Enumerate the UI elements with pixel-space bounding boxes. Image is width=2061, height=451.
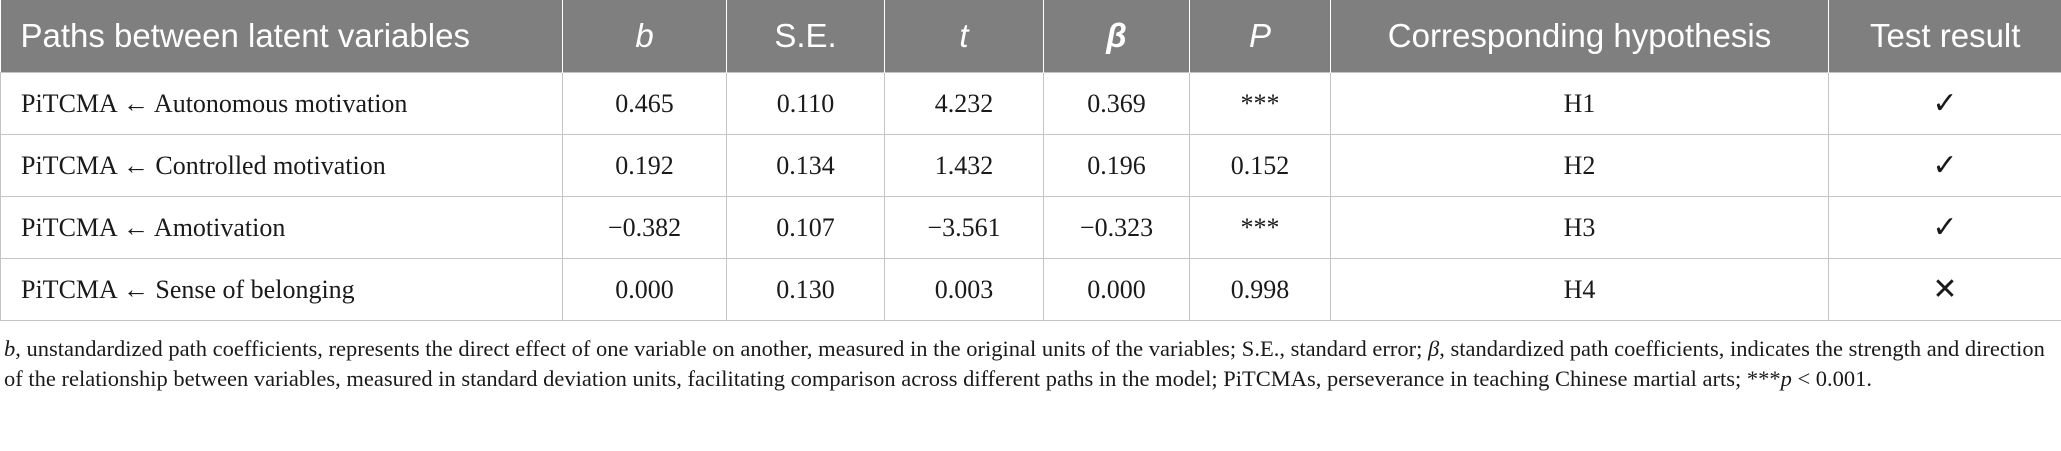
cell-p: 0.152 <box>1189 134 1331 197</box>
cell-se: 0.134 <box>726 134 885 197</box>
cell-b: 0.192 <box>562 134 727 197</box>
col-header-hypothesis: Corresponding hypothesis <box>1330 0 1829 73</box>
cell-t: 0.003 <box>884 258 1044 321</box>
cell-t: 1.432 <box>884 134 1044 197</box>
cell-path: PiTCMA ← Autonomous motivation <box>0 72 563 135</box>
header-row: Paths between latent variables b S.E. t … <box>0 0 2061 73</box>
cell-hypothesis: H3 <box>1330 196 1829 259</box>
cell-t: 4.232 <box>884 72 1044 135</box>
table-footnote: b, unstandardized path coefficients, rep… <box>4 334 2057 394</box>
cross-icon: ✕ <box>1828 258 2061 321</box>
footnote-p-threshold: < 0.001. <box>1791 366 1873 391</box>
col-header-beta: β <box>1043 0 1190 73</box>
cell-b: 0.000 <box>562 258 727 321</box>
cell-b: −0.382 <box>562 196 727 259</box>
col-header-paths: Paths between latent variables <box>0 0 563 73</box>
cell-p: 0.998 <box>1189 258 1331 321</box>
cell-beta: 0.000 <box>1043 258 1190 321</box>
results-table: Paths between latent variables b S.E. t … <box>0 0 2061 321</box>
col-header-se: S.E. <box>726 0 885 73</box>
cell-p: *** <box>1189 196 1331 259</box>
cell-hypothesis: H4 <box>1330 258 1829 321</box>
cell-hypothesis: H2 <box>1330 134 1829 197</box>
cell-se: 0.107 <box>726 196 885 259</box>
cell-p: *** <box>1189 72 1331 135</box>
cell-beta: 0.369 <box>1043 72 1190 135</box>
footnote-p-symbol: p <box>1780 366 1792 391</box>
cell-path: PiTCMA ← Sense of belonging <box>0 258 563 321</box>
cell-path: PiTCMA ← Amotivation <box>0 196 563 259</box>
cell-t: −3.561 <box>884 196 1044 259</box>
cell-se: 0.110 <box>726 72 885 135</box>
col-header-test-result: Test result <box>1828 0 2061 73</box>
col-header-b: b <box>562 0 727 73</box>
col-header-t: t <box>884 0 1044 73</box>
footnote-b-definition: , unstandardized path coefficients, repr… <box>15 336 1429 361</box>
cell-path: PiTCMA ← Controlled motivation <box>0 134 563 197</box>
table-row: PiTCMA ← Autonomous motivation 0.465 0.1… <box>0 72 2061 135</box>
cell-se: 0.130 <box>726 258 885 321</box>
col-header-p: P <box>1189 0 1331 73</box>
table-row: PiTCMA ← Controlled motivation 0.192 0.1… <box>0 134 2061 197</box>
cell-beta: 0.196 <box>1043 134 1190 197</box>
cell-hypothesis: H1 <box>1330 72 1829 135</box>
check-icon: ✓ <box>1828 196 2061 259</box>
table-row: PiTCMA ← Amotivation −0.382 0.107 −3.561… <box>0 196 2061 259</box>
footnote-beta-definition: , standardized path coefficients, indica… <box>4 336 2045 391</box>
check-icon: ✓ <box>1828 72 2061 135</box>
cell-beta: −0.323 <box>1043 196 1190 259</box>
footnote-b-symbol: b <box>4 336 16 361</box>
footnote-beta-symbol: β <box>1428 336 1440 361</box>
check-icon: ✓ <box>1828 134 2061 197</box>
cell-b: 0.465 <box>562 72 727 135</box>
table-row: PiTCMA ← Sense of belonging 0.000 0.130 … <box>0 258 2061 321</box>
